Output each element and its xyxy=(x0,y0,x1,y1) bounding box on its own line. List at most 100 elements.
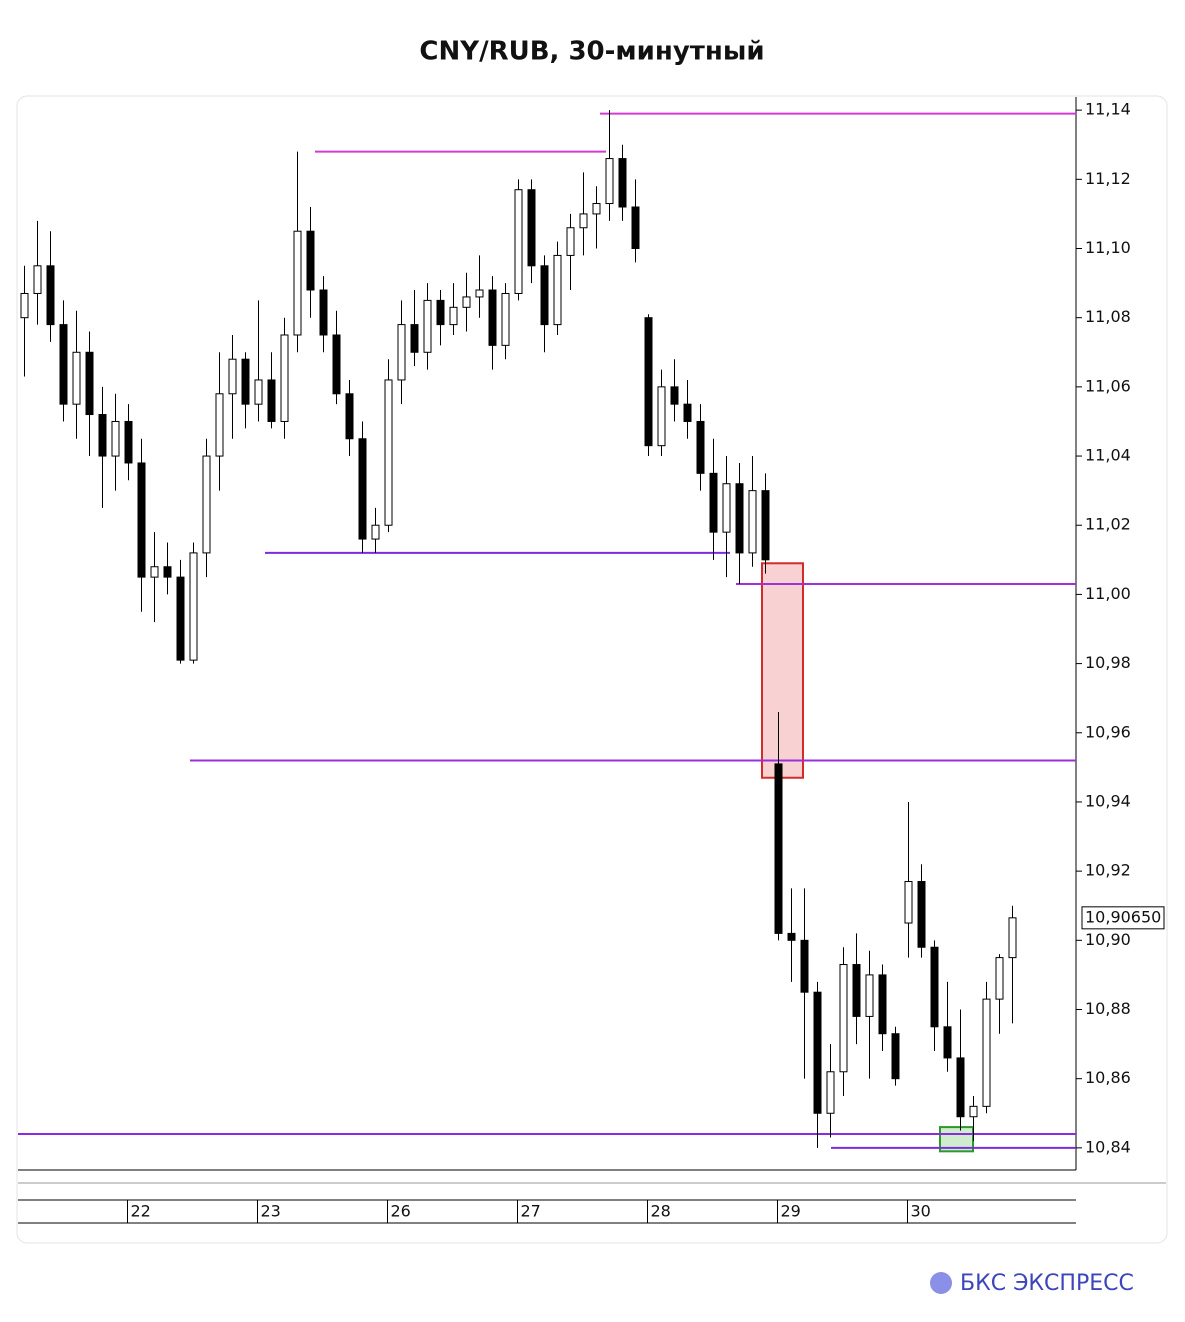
x-tick-label: 23 xyxy=(261,1202,281,1221)
logo-icon xyxy=(930,1272,952,1294)
y-tick-label: 10,94 xyxy=(1085,791,1131,810)
candle-body xyxy=(228,358,237,395)
candle-body xyxy=(904,881,913,924)
candle-body xyxy=(59,324,68,405)
y-tick-label: 10,90 xyxy=(1085,930,1131,949)
y-tick-label: 10,96 xyxy=(1085,722,1131,741)
y-tick-label: 11,08 xyxy=(1085,307,1131,326)
y-tick-label: 11,06 xyxy=(1085,376,1131,395)
candle-body xyxy=(592,203,601,215)
candle-body xyxy=(657,386,666,447)
candle-body xyxy=(774,763,783,934)
candle-body xyxy=(839,964,848,1073)
candle-body xyxy=(436,299,445,326)
candle-body xyxy=(982,998,991,1107)
y-tick-label: 10,84 xyxy=(1085,1137,1131,1156)
candle-body xyxy=(579,213,588,229)
candle-body xyxy=(722,483,731,533)
candle-body xyxy=(384,379,393,526)
candle-body xyxy=(956,1057,965,1118)
candle-body xyxy=(644,317,653,447)
candle-body xyxy=(709,472,718,533)
candle-body xyxy=(124,420,133,464)
candle-body xyxy=(553,254,562,326)
candle-body xyxy=(72,351,81,405)
y-tick-label: 10,88 xyxy=(1085,999,1131,1018)
candle-body xyxy=(371,524,380,540)
candle-body xyxy=(800,939,809,993)
candle-body xyxy=(33,265,42,294)
candle-body xyxy=(319,289,328,336)
x-tick-label: 26 xyxy=(391,1202,411,1221)
candle-body xyxy=(735,483,744,554)
candle-body xyxy=(488,289,497,346)
candle-body xyxy=(293,230,302,336)
last-price-label: 10,90650 xyxy=(1085,907,1161,926)
candle-body xyxy=(891,1033,900,1080)
candle-body xyxy=(410,324,419,353)
candle-body xyxy=(358,438,367,540)
candle-body xyxy=(566,227,575,256)
candle-body xyxy=(631,206,640,250)
y-tick-label: 11,10 xyxy=(1085,238,1131,257)
candle-body xyxy=(462,296,471,308)
candle-body xyxy=(85,351,94,416)
candle-body xyxy=(930,946,939,1028)
x-tick-label: 22 xyxy=(131,1202,151,1221)
candle-body xyxy=(20,292,29,319)
candle-body xyxy=(189,552,198,661)
candle-body xyxy=(98,414,107,457)
candle-body xyxy=(670,386,679,405)
candle-body xyxy=(995,957,1004,1000)
y-tick-label: 11,00 xyxy=(1085,584,1131,603)
candle-body xyxy=(943,1026,952,1059)
candle-body xyxy=(254,379,263,405)
candle-body xyxy=(852,964,861,1017)
chart-title: CNY/RUB, 30-минутный xyxy=(419,37,764,67)
candle-body xyxy=(176,576,185,661)
candle-body xyxy=(878,974,887,1035)
candle-body xyxy=(813,991,822,1114)
candle-body xyxy=(46,265,55,326)
candle-body xyxy=(696,420,705,474)
candle-body xyxy=(267,379,276,422)
candle-body xyxy=(150,566,159,578)
candle-body xyxy=(917,881,926,948)
candle-body xyxy=(761,490,770,561)
candle-body xyxy=(475,289,484,298)
x-tick-label: 27 xyxy=(521,1202,541,1221)
card xyxy=(16,95,1168,1244)
candle-body xyxy=(501,292,510,346)
candle-body xyxy=(618,158,627,208)
candle-body xyxy=(306,230,315,291)
y-tick-label: 10,98 xyxy=(1085,653,1131,672)
candle-body xyxy=(163,566,172,578)
last-price-box xyxy=(1081,906,1165,930)
x-tick-label: 28 xyxy=(651,1202,671,1221)
candle-body xyxy=(423,299,432,353)
candle-body xyxy=(345,393,354,440)
x-tick-label: 29 xyxy=(781,1202,801,1221)
y-tick-label: 11,14 xyxy=(1085,100,1131,119)
candle-body xyxy=(748,490,757,554)
candle-body xyxy=(605,158,614,205)
candle-body xyxy=(683,403,692,422)
x-tick-label: 30 xyxy=(911,1202,931,1221)
candle-body xyxy=(241,358,250,405)
y-tick-label: 10,92 xyxy=(1085,861,1131,880)
candle-body xyxy=(137,462,146,578)
candle-body xyxy=(540,265,549,326)
candle-body xyxy=(514,189,523,294)
candle-body xyxy=(865,974,874,1017)
zone xyxy=(761,562,804,779)
y-tick-label: 11,12 xyxy=(1085,169,1131,188)
y-tick-label: 11,04 xyxy=(1085,446,1131,465)
candle-body xyxy=(332,334,341,395)
candle-body xyxy=(826,1071,835,1114)
candle-body xyxy=(111,420,120,457)
candle-body xyxy=(449,306,458,326)
candle-body xyxy=(397,324,406,381)
candle-body xyxy=(969,1105,978,1118)
candle-body xyxy=(280,334,289,422)
y-tick-label: 11,02 xyxy=(1085,515,1131,534)
